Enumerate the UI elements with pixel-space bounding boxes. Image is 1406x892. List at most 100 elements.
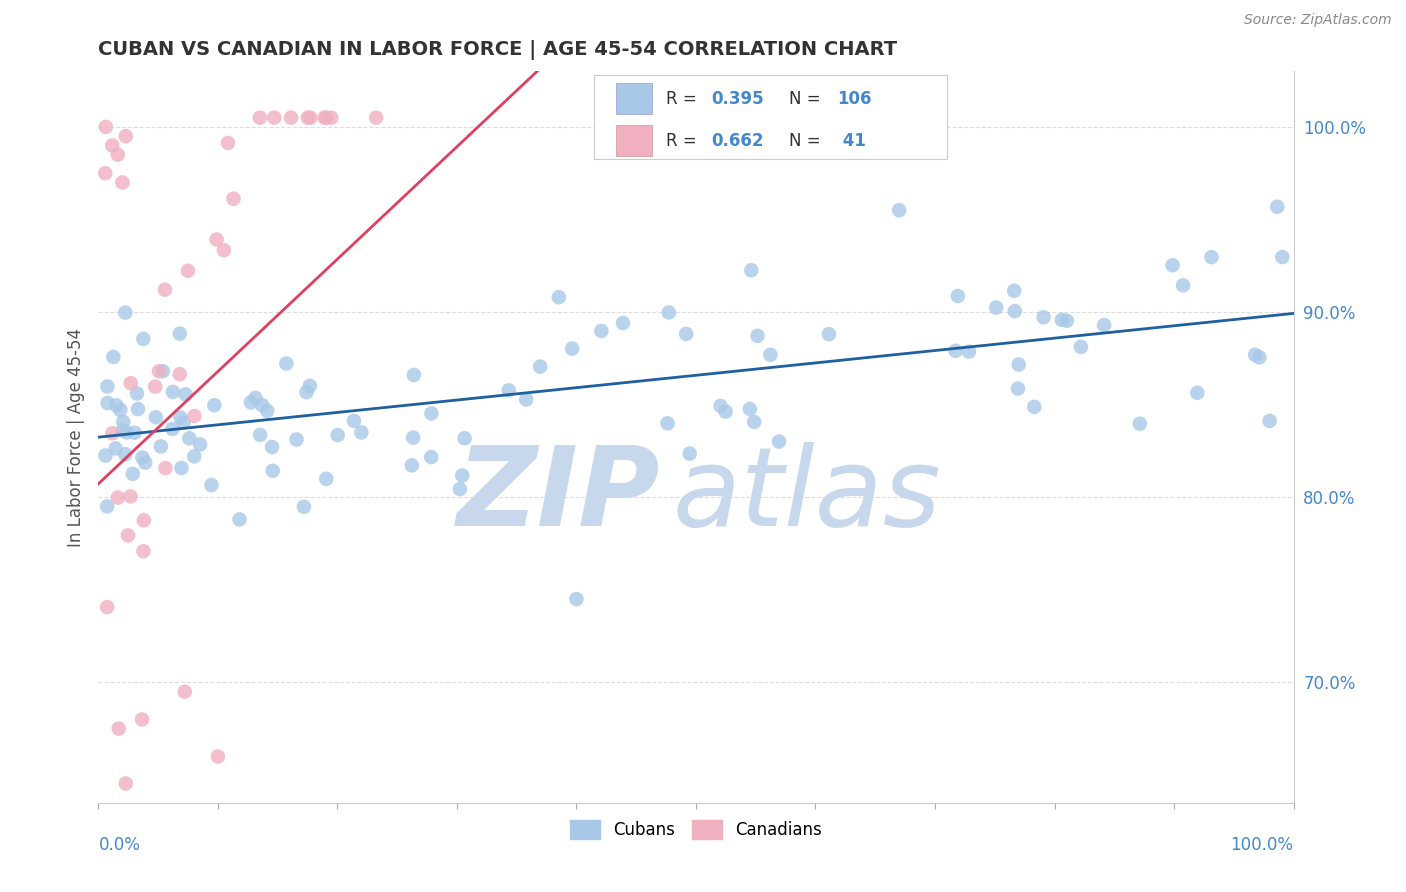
Point xyxy=(1024,400,1046,414)
Point xyxy=(121,467,143,481)
Point xyxy=(612,316,634,330)
Point xyxy=(173,684,195,698)
Point xyxy=(1007,382,1029,396)
Point xyxy=(107,147,129,161)
Point xyxy=(205,232,228,246)
FancyBboxPatch shape xyxy=(595,75,948,159)
Text: 41: 41 xyxy=(837,132,866,150)
Point xyxy=(177,264,200,278)
Point xyxy=(127,402,149,417)
Point xyxy=(183,450,205,464)
Point xyxy=(174,387,197,401)
Point xyxy=(742,415,765,429)
Point xyxy=(657,417,679,431)
Point xyxy=(768,434,790,449)
Point xyxy=(1201,250,1223,264)
Point xyxy=(117,528,139,542)
Point xyxy=(315,111,337,125)
Point xyxy=(366,111,388,125)
Point xyxy=(110,403,132,417)
Point xyxy=(153,283,176,297)
FancyBboxPatch shape xyxy=(616,125,652,156)
Text: R =: R = xyxy=(666,89,702,108)
Point xyxy=(1187,385,1209,400)
Text: N =: N = xyxy=(789,89,827,108)
Point xyxy=(131,450,153,465)
Point xyxy=(326,428,349,442)
Point xyxy=(709,399,731,413)
Point xyxy=(498,384,520,398)
Point xyxy=(179,431,201,445)
Point xyxy=(449,482,471,496)
Point xyxy=(162,422,184,436)
Point xyxy=(228,512,250,526)
Point xyxy=(134,456,156,470)
Point xyxy=(114,776,136,790)
Point xyxy=(200,478,222,492)
Text: 100.0%: 100.0% xyxy=(1230,836,1294,855)
Text: ZIP: ZIP xyxy=(457,442,661,549)
Point xyxy=(132,332,155,346)
Point xyxy=(96,379,118,393)
Point xyxy=(1092,318,1115,332)
Point xyxy=(107,722,129,736)
Point xyxy=(747,329,769,343)
Point xyxy=(957,344,980,359)
Point xyxy=(1008,358,1031,372)
Point xyxy=(115,425,138,440)
Point xyxy=(107,491,129,505)
Point xyxy=(173,416,195,430)
Point xyxy=(740,263,762,277)
Point xyxy=(295,385,318,400)
Point xyxy=(132,544,155,558)
Text: 106: 106 xyxy=(837,89,872,108)
Point xyxy=(104,442,127,456)
Point xyxy=(262,464,284,478)
Point xyxy=(169,410,191,425)
Point xyxy=(658,305,681,319)
Point xyxy=(561,342,583,356)
Point xyxy=(276,357,298,371)
Point xyxy=(298,379,321,393)
Point xyxy=(420,407,443,421)
Point xyxy=(145,410,167,425)
Point xyxy=(249,111,271,125)
Point xyxy=(169,367,191,381)
Point xyxy=(1050,313,1073,327)
Point xyxy=(111,176,134,190)
Point xyxy=(565,592,588,607)
FancyBboxPatch shape xyxy=(616,83,652,114)
Point xyxy=(945,343,967,358)
Point xyxy=(285,433,308,447)
Point xyxy=(547,290,569,304)
Point xyxy=(350,425,373,440)
Point xyxy=(1002,284,1025,298)
Text: CUBAN VS CANADIAN IN LABOR FORCE | AGE 45-54 CORRELATION CHART: CUBAN VS CANADIAN IN LABOR FORCE | AGE 4… xyxy=(98,39,897,60)
Text: Source: ZipAtlas.com: Source: ZipAtlas.com xyxy=(1244,13,1392,28)
Text: 0.395: 0.395 xyxy=(711,89,763,108)
Point xyxy=(1258,414,1281,428)
Point xyxy=(986,301,1008,315)
Point xyxy=(120,489,142,503)
Point xyxy=(114,129,136,144)
Point xyxy=(125,386,148,401)
Point xyxy=(101,426,124,441)
Point xyxy=(314,111,336,125)
Point xyxy=(124,425,146,440)
Point xyxy=(1171,278,1194,293)
Point xyxy=(217,136,239,150)
Point xyxy=(402,431,425,445)
Point xyxy=(280,111,302,125)
Y-axis label: In Labor Force | Age 45-54: In Labor Force | Age 45-54 xyxy=(66,327,84,547)
Point xyxy=(250,398,273,412)
Point xyxy=(94,166,117,180)
Point xyxy=(529,359,551,374)
Point xyxy=(1004,304,1026,318)
Point xyxy=(114,305,136,319)
Point xyxy=(101,138,124,153)
Legend: Cubans, Canadians: Cubans, Canadians xyxy=(564,814,828,846)
Point xyxy=(1271,250,1294,264)
Point xyxy=(249,428,271,442)
Point xyxy=(738,401,761,416)
Point xyxy=(889,203,911,218)
